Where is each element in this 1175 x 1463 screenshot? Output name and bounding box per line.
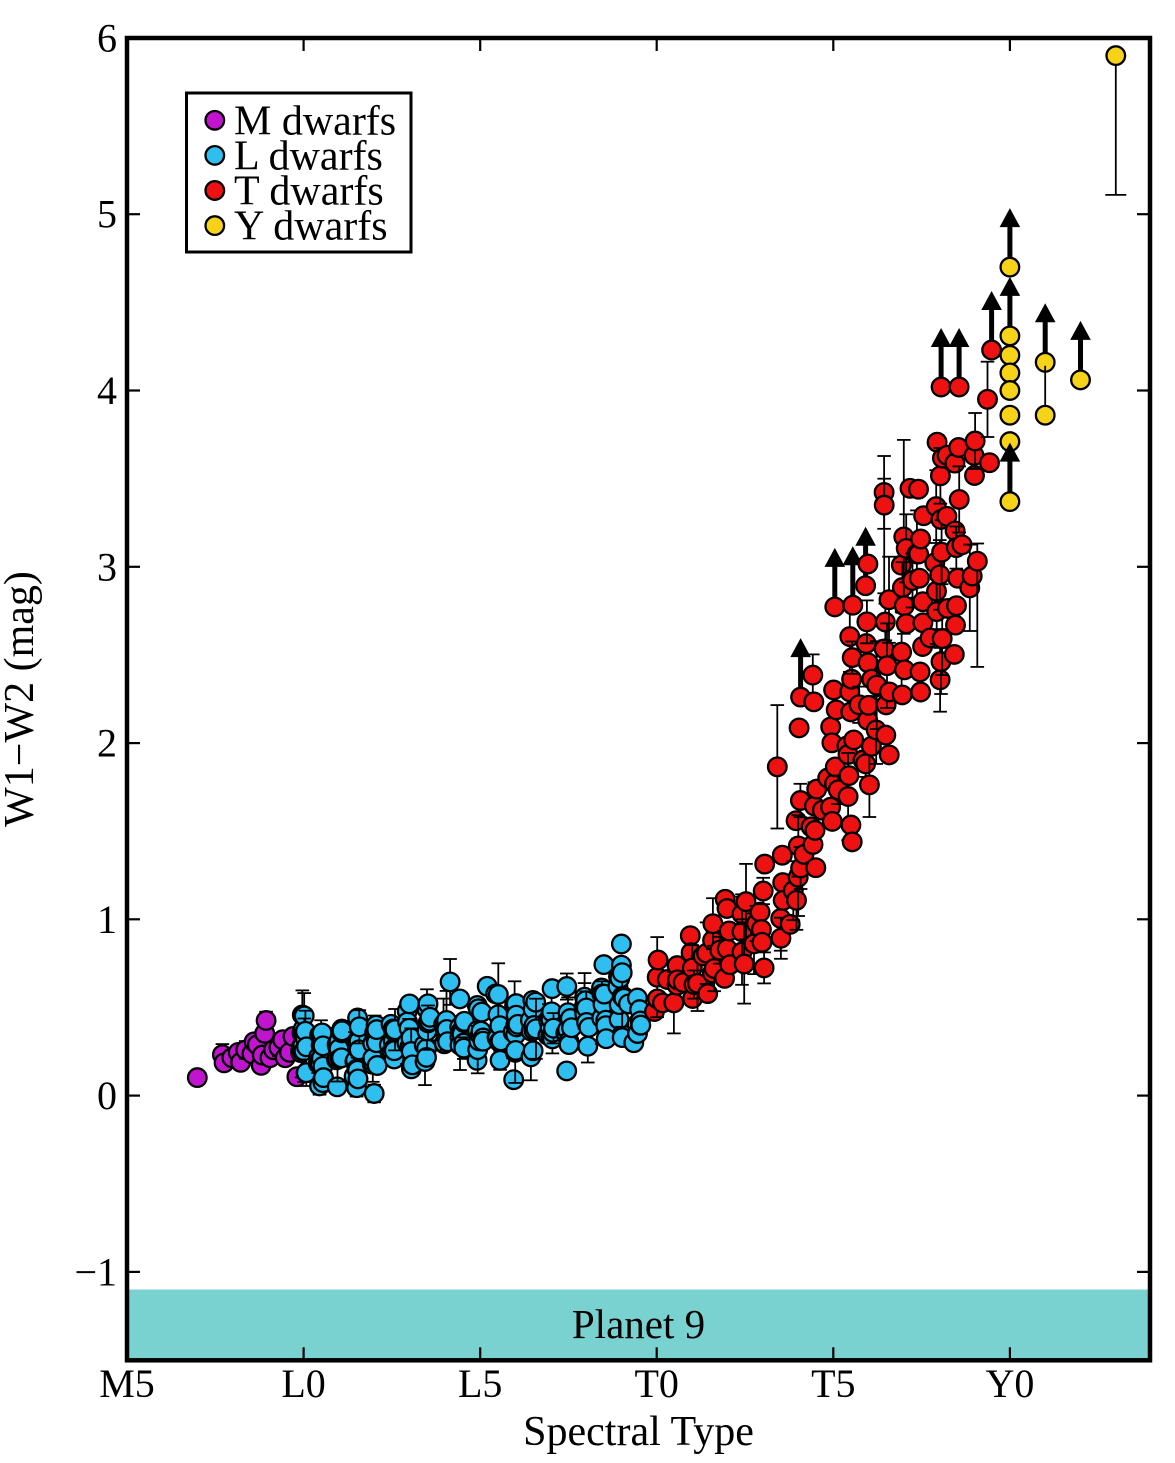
svg-text:6: 6 [97,16,117,61]
svg-text:2: 2 [97,721,117,766]
svg-text:1: 1 [97,897,117,942]
svg-text:W1−W2 (mag): W1−W2 (mag) [0,571,43,827]
svg-text:Y dwarfs: Y dwarfs [234,204,388,250]
svg-text:3: 3 [97,544,117,589]
svg-text:Planet 9: Planet 9 [572,1301,705,1347]
svg-text:Spectral Type: Spectral Type [523,1409,754,1455]
svg-text:L0: L0 [281,1361,325,1406]
svg-text:M dwarfs: M dwarfs [234,98,396,144]
svg-text:L5: L5 [458,1361,502,1406]
svg-text:T5: T5 [811,1361,855,1406]
svg-text:L dwarfs: L dwarfs [234,133,383,179]
svg-text:0: 0 [97,1073,117,1118]
svg-text:5: 5 [97,192,117,237]
svg-text:4: 4 [97,368,117,413]
svg-text:T0: T0 [634,1361,678,1406]
svg-text:T dwarfs: T dwarfs [234,169,384,215]
svg-text:M5: M5 [99,1361,155,1406]
svg-text:Y0: Y0 [985,1361,1034,1406]
svg-text:−1: −1 [74,1249,117,1294]
